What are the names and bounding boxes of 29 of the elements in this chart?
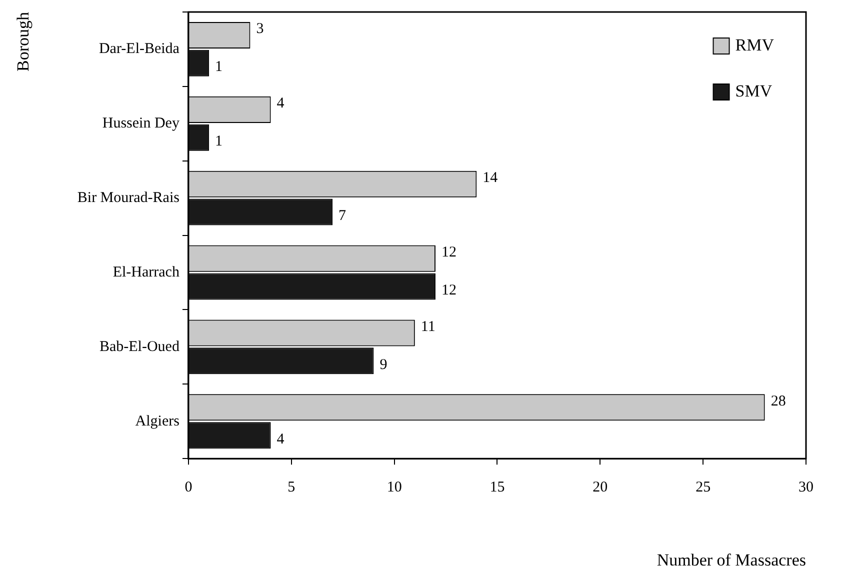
data-label: 14	[482, 170, 498, 186]
data-label: 3	[256, 21, 264, 38]
y-tick-label: Bir Mourad-Rais	[77, 190, 180, 206]
x-tick-label: 25	[696, 480, 711, 496]
data-label: 12	[441, 282, 456, 298]
data-label: 4	[276, 96, 285, 112]
x-tick-label: 0	[184, 480, 192, 496]
data-label: 9	[380, 356, 388, 373]
data-label: 1	[215, 59, 223, 76]
x-tick-label: 15	[490, 480, 505, 496]
data-label: 28	[770, 393, 786, 410]
y-tick-label: Algiers	[135, 413, 180, 430]
y-tick-label: Hussein Dey	[102, 116, 180, 132]
data-label: 4	[276, 431, 285, 448]
y-tick-label: Dar-El-Beida	[98, 41, 180, 58]
x-tick-label: 10	[386, 480, 402, 496]
y-tick-label: Bab-El-Oued	[99, 338, 180, 355]
legend-label: SMV	[735, 81, 773, 100]
x-tick-label: 20	[592, 480, 608, 496]
x-axis-title: Number of Massacres	[656, 550, 806, 570]
data-label: 11	[420, 318, 436, 335]
y-axis-title: Borough	[14, 12, 33, 72]
x-tick-label: 30	[798, 480, 814, 496]
data-label: 12	[441, 244, 456, 260]
y-tick-label: El-Harrach	[112, 264, 180, 280]
x-tick-label: 5	[288, 480, 296, 496]
legend-label: RMV	[735, 35, 775, 54]
data-label: 1	[215, 134, 223, 150]
data-label: 7	[338, 208, 347, 224]
